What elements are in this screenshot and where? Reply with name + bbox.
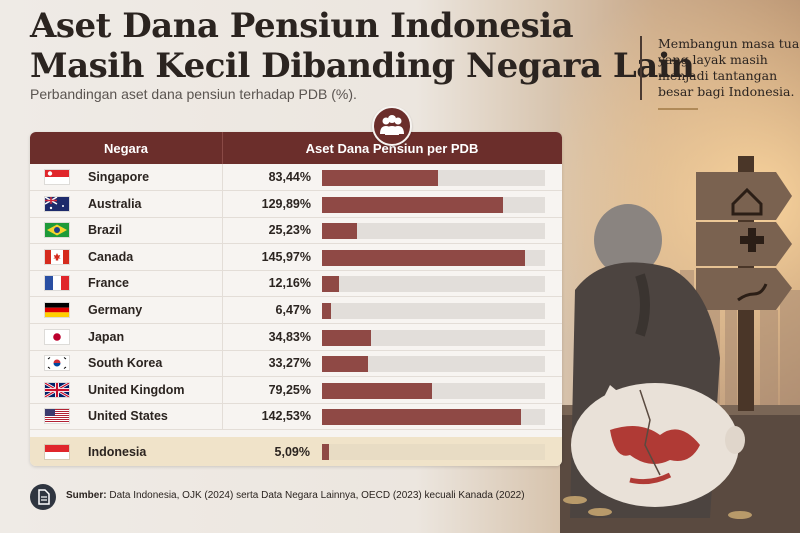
country-name: United Kingdom [88,382,185,397]
source-text: Data Indonesia, OJK (2024) serta Data Ne… [109,490,525,501]
value-label: 83,44% [222,164,311,190]
source-note: Sumber: Data Indonesia, OJK (2024) serta… [66,490,525,501]
country-name: Japan [88,329,125,344]
header-country: Negara [30,132,223,164]
table-row: Germany 6,47% [30,297,562,324]
germany-flag-icon [45,303,69,317]
bar-track [322,444,545,460]
united-kingdom-flag-icon [44,381,70,399]
piggy-bank-illustration [571,383,745,507]
bar-track [322,303,545,319]
side-note: Membangun masa tua yang layak masih menj… [640,36,800,110]
bar [322,303,332,319]
bar [322,249,526,266]
country-name: United States [88,409,168,424]
chart-subtitle: Perbandingan aset dana pensiun terhadap … [30,86,357,102]
source-label: Sumber: [66,490,107,501]
table-row: United Kingdom 79,25% [30,376,562,404]
brazil-flag-icon [45,223,69,238]
bar-track [322,409,545,426]
country-name: Australia [88,196,142,211]
bar-track [322,223,545,240]
value-label: 34,83% [222,323,311,350]
page-title: Aset Dana Pensiun Indonesia Masih Kecil … [30,6,695,86]
value-label: 145,97% [222,243,311,270]
bar-track [322,170,545,186]
country-name: Germany [88,303,143,317]
australia-flag-icon [44,195,69,211]
bar-track [322,249,545,266]
bar-track [322,196,545,213]
value-label: 6,47% [222,297,311,323]
table-row: United States 142,53% [30,403,562,431]
value-label: 25,23% [222,217,311,244]
bar-track [322,276,545,293]
japan-flag-icon [45,329,69,344]
value-label: 5,09% [274,445,310,459]
bar [322,170,439,186]
value-label: 79,25% [222,376,311,403]
bar [322,329,371,346]
united-states-flag-icon [45,409,69,424]
bar [322,356,369,373]
bar-track [322,382,545,399]
indonesia-flag-icon [45,445,69,459]
singapore-flag-icon [45,170,69,184]
bar [322,276,339,293]
table-header: Negara Aset Dana Pensiun per PDB [30,132,562,164]
country-name: Brazil [88,223,123,238]
table-row-highlight: Indonesia 5,09% [30,437,562,466]
value-label: 12,16% [222,270,311,297]
bar [322,223,358,240]
header-value: Aset Dana Pensiun per PDB [305,141,479,156]
signpost-icon [696,156,792,411]
table-row: Japan 34,83% [30,323,562,351]
table-row: Singapore 83,44% [30,164,562,191]
bar [322,444,330,460]
table-row: Canada 145,97% [30,243,562,271]
canada-flag-icon [45,249,69,264]
value-label: 142,53% [222,403,311,430]
bar-track [322,329,545,346]
value-label: 33,27% [222,350,311,377]
country-name: South Korea [88,356,163,371]
south-korea-flag-icon [45,356,69,371]
table-row: France 12,16% [30,270,562,298]
title-line-1: Aset Dana Pensiun Indonesia [30,6,574,46]
country-name: Singapore [88,170,150,184]
table-row: South Korea 33,27% [30,350,562,378]
document-icon [30,484,56,510]
france-flag-icon [45,276,69,291]
title-line-2: Masih Kecil Dibanding Negara Lain [30,46,695,86]
pension-table: Negara Aset Dana Pensiun per PDB Singapo… [30,132,562,466]
table-row: Brazil 25,23% [30,217,562,245]
country-name: Indonesia [88,445,147,459]
people-icon [372,106,412,146]
table-row: Australia 129,89% [30,190,562,218]
value-label: 129,89% [222,190,311,217]
country-name: France [88,276,129,291]
bar [322,382,433,399]
country-name: Canada [88,249,134,264]
bar [322,409,521,426]
bar-track [322,356,545,373]
bar [322,196,504,213]
